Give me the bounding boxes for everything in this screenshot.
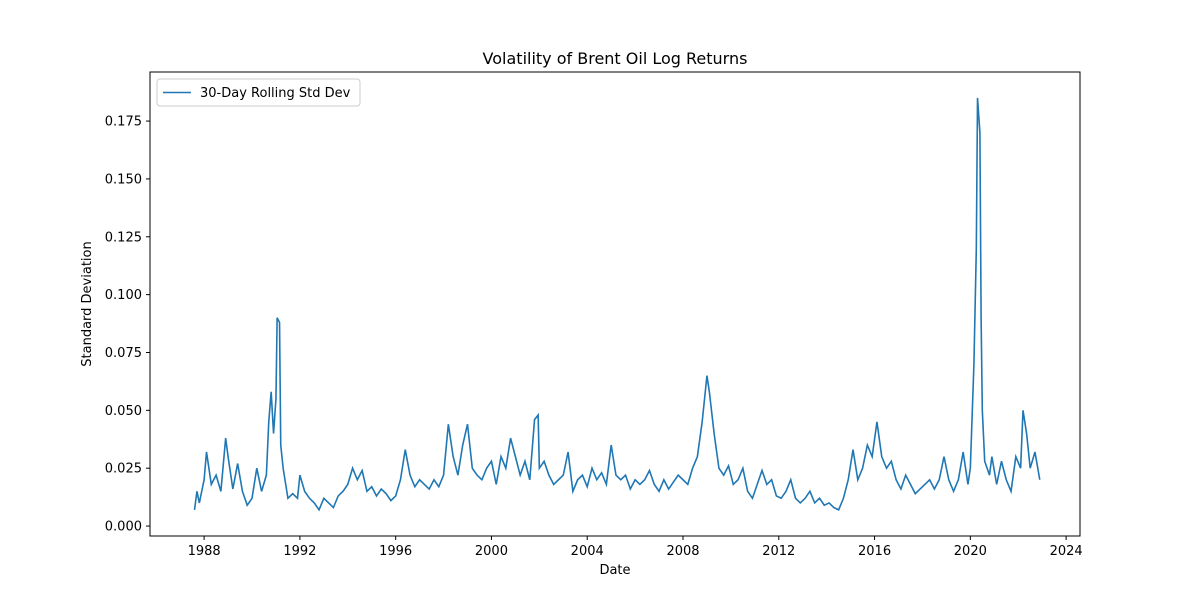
legend-box — [156, 78, 361, 107]
y-tick-label: 0.150 — [105, 172, 142, 187]
x-tick-label: 2020 — [954, 544, 987, 559]
plot-frame — [149, 71, 1081, 537]
x-tick-label: 2024 — [1050, 544, 1083, 559]
x-tick-label: 2012 — [762, 544, 795, 559]
y-tick-label: 0.100 — [105, 288, 142, 303]
x-tick-label: 1996 — [379, 544, 412, 559]
y-tick-label: 0.050 — [105, 404, 142, 419]
y-tick-label: 0.025 — [105, 462, 142, 477]
y-tick-label: 0.000 — [105, 520, 142, 535]
chart-title: Volatility of Brent Oil Log Returns — [483, 49, 748, 68]
legend-label: 30-Day Rolling Std Dev — [200, 86, 351, 101]
y-axis-label: Standard Deviation — [80, 241, 95, 366]
y-tick-label: 0.175 — [105, 115, 142, 130]
x-tick-label: 2016 — [858, 544, 891, 559]
series-line — [193, 97, 1041, 512]
x-tick-label: 2004 — [571, 544, 604, 559]
y-tick-label: 0.075 — [105, 346, 142, 361]
y-tick-label: 0.125 — [105, 230, 142, 245]
x-tick-label: 2000 — [475, 544, 508, 559]
x-tick-label: 1988 — [188, 544, 221, 559]
x-tick-label: 2008 — [666, 544, 699, 559]
x-tick-label: 1992 — [283, 544, 316, 559]
x-axis-label: Date — [599, 563, 630, 578]
